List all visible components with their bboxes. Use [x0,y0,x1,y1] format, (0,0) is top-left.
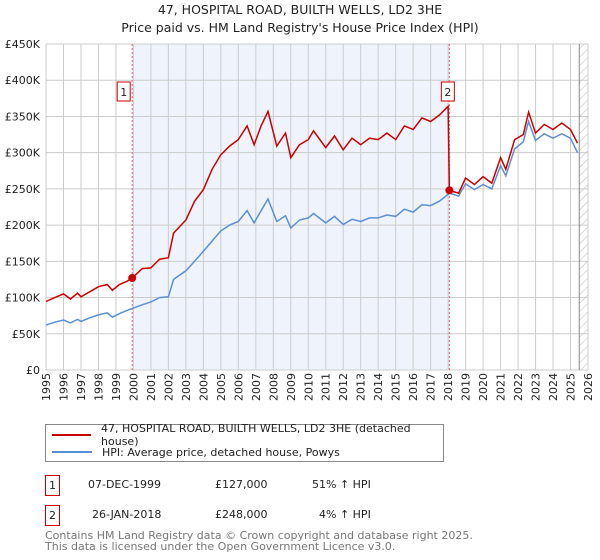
transaction-date: 07-DEC-1999 [88,478,162,491]
x-tick-label: 2000 [127,373,140,401]
legend-label-hpi: HPI: Average price, detached house, Powy… [102,445,340,459]
x-tick-label: 2020 [477,373,490,401]
x-tick-label: 2001 [145,373,158,401]
transaction-number: 1 [45,475,60,496]
x-tick-label: 2013 [355,373,368,401]
x-tick-label: 1999 [110,373,123,401]
chart-title: 47, HOSPITAL ROAD, BUILTH WELLS, LD2 3HE [157,2,443,17]
transaction-row: 1 07-DEC-1999 £127,000 51% ↑ HPI [45,475,445,497]
y-tick-label: £50K [12,328,41,341]
x-tick-label: 2025 [565,373,578,401]
footer: Contains HM Land Registry data © Crown c… [45,530,473,552]
legend: 47, HOSPITAL ROAD, BUILTH WELLS, LD2 3HE… [45,422,444,462]
marker-box [116,81,131,102]
x-tick-label: 2008 [267,373,280,401]
x-tick-label: 2016 [407,373,420,401]
legend-label-property: 47, HOSPITAL ROAD, BUILTH WELLS, LD2 3HE… [101,422,411,448]
transaction-price: £127,000 [215,478,268,491]
marker-box [440,81,455,102]
x-tick-label: 2022 [512,373,525,401]
legend-item-property: 47, HOSPITAL ROAD, BUILTH WELLS, LD2 3HE… [52,422,443,448]
y-tick-label: £300K [5,147,41,160]
marker-label: 1 [120,86,127,99]
x-tick-label: 2024 [547,373,560,401]
legend-swatch-hpi [52,451,92,453]
sale-point [445,186,454,195]
transaction-row: 2 26-JAN-2018 £248,000 4% ↑ HPI [45,505,445,527]
legend-swatch-property [52,434,92,436]
transaction-hpi: 4% ↑ HPI [319,508,371,521]
hpi-series-line [45,118,579,326]
x-tick-label: 1998 [92,373,105,401]
x-tick-label: 2007 [250,373,263,401]
y-tick-label: £200K [5,219,41,232]
x-tick-label: 2015 [390,373,403,401]
transaction-hpi: 51% ↑ HPI [312,478,371,491]
x-tick-label: 1996 [57,373,70,401]
y-tick-label: £350K [5,110,41,123]
x-tick-label: 2023 [530,373,543,401]
y-tick-label: £0 [26,364,40,377]
marker-label: 2 [444,86,451,99]
y-tick-label: £150K [5,255,41,268]
sale-point [128,273,137,282]
x-tick-label: 2010 [302,373,315,401]
footer-copyright: Contains HM Land Registry data © Crown c… [45,529,473,542]
future-hatch [579,44,588,370]
x-tick-label: 2011 [320,373,333,401]
transaction-date: 26-JAN-2018 [92,508,162,521]
x-tick-label: 2005 [215,373,228,401]
y-tick-label: £100K [5,292,41,305]
x-tick-label: 2014 [372,373,385,401]
x-tick-label: 2017 [425,373,438,401]
x-tick-label: 2004 [197,373,210,401]
y-tick-label: £250K [5,183,41,196]
legend-item-hpi: HPI: Average price, detached house, Powy… [52,444,340,460]
chart-subtitle: Price paid vs. HM Land Registry's House … [121,20,479,35]
x-tick-label: 2012 [337,373,350,401]
x-tick-label: 2002 [162,373,175,401]
x-tick-label: 2003 [180,373,193,401]
x-tick-label: 2018 [442,373,455,401]
property-series-line [45,104,579,303]
x-tick-label: 2021 [495,373,508,401]
x-tick-label: 2026 [582,373,595,401]
x-tick-label: 2019 [460,373,473,401]
transaction-price: £248,000 [215,508,268,521]
price-chart: 1995 1996 1997 1998 1999 2000 2001 2002 2003 2004… [5,38,595,401]
footer-licence: This data is licensed under the Open Gov… [45,540,396,553]
y-tick-label: £400K [5,74,41,87]
y-tick-label: £450K [5,38,41,51]
x-tick-label: 1995 [40,373,53,401]
x-tick-label: 2006 [232,373,245,401]
transaction-number: 2 [45,505,60,526]
x-tick-label: 1997 [75,373,88,401]
x-tick-label: 2009 [285,373,298,401]
